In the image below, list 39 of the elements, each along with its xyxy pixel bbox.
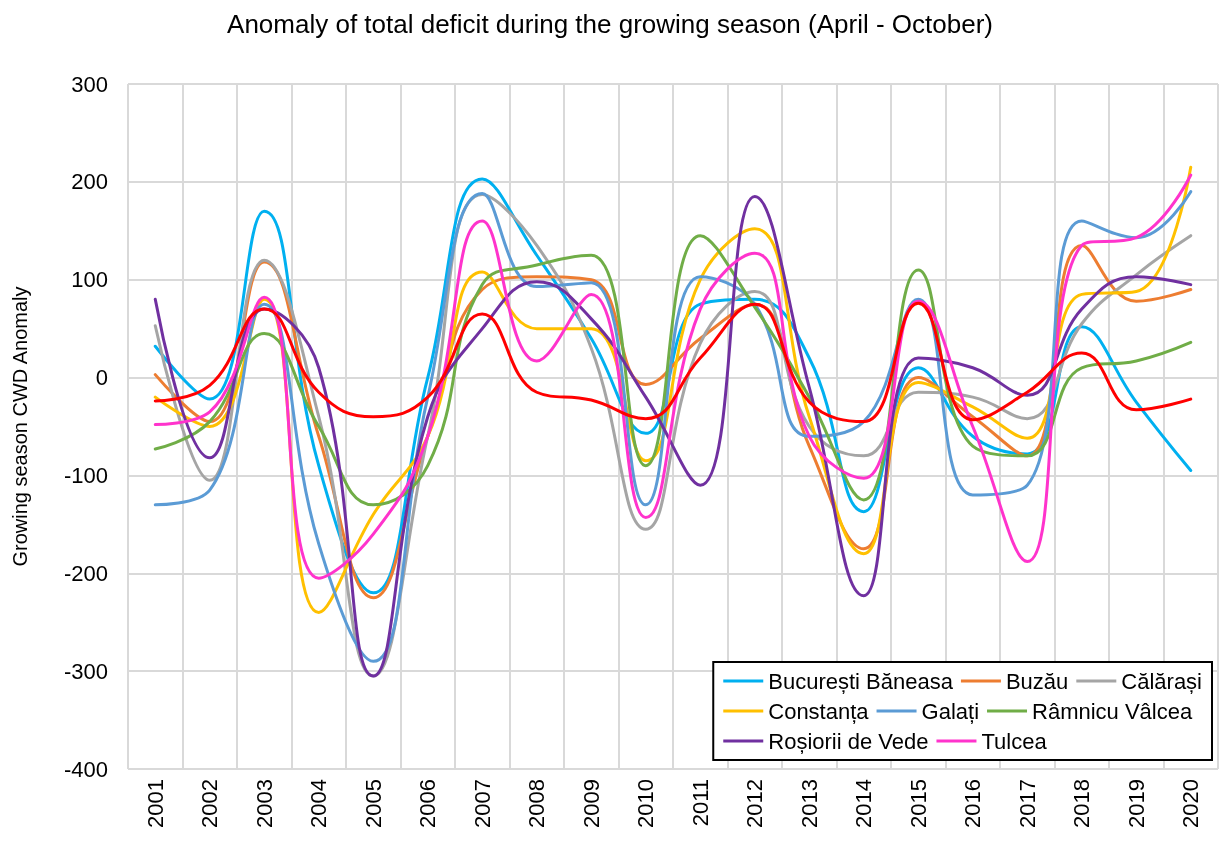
chart-title: Anomaly of total deficit during the growing season (April - October): [227, 9, 993, 39]
x-tick-label: 2010: [633, 779, 659, 828]
x-tick-label: 2011: [687, 779, 713, 827]
y-axis-title: Growing season CWD Anomaly: [9, 286, 31, 567]
legend-label: București Băneasa: [768, 668, 954, 694]
x-tick-label: 2009: [578, 779, 604, 828]
y-tick-label: -200: [63, 560, 108, 586]
legend-label: Tulcea: [981, 728, 1048, 754]
legend-label: Râmnicu Vâlcea: [1032, 698, 1193, 724]
x-tick-label: 2004: [306, 779, 332, 828]
x-tick-label: 2001: [142, 779, 168, 828]
x-tick-label: 2006: [415, 779, 441, 828]
x-tick-label: 2002: [197, 779, 223, 828]
legend-label: Roșiorii de Vede: [768, 728, 929, 754]
legend-label: Galați: [921, 698, 980, 724]
y-tick-label: -300: [63, 658, 108, 684]
x-tick-label: 2015: [905, 779, 931, 828]
y-tick-label: 0: [95, 365, 108, 391]
y-tick-label: -400: [63, 756, 108, 782]
y-tick-label: 200: [71, 169, 108, 195]
x-tick-label: 2019: [1123, 779, 1149, 828]
x-tick-label: 2014: [851, 779, 877, 828]
x-tick-label: 2007: [469, 779, 495, 828]
legend-label: Buzău: [1005, 668, 1069, 694]
x-tick-label: 2013: [796, 779, 822, 828]
y-tick-label: -100: [63, 462, 108, 488]
legend-label: Călărași: [1121, 668, 1203, 694]
x-tick-label: 2003: [251, 779, 277, 828]
x-tick-label: 2016: [960, 779, 986, 828]
x-tick-label: 2020: [1178, 779, 1204, 828]
y-tick-label: 300: [71, 71, 108, 97]
x-tick-label: 2018: [1069, 779, 1095, 828]
line-series: [153, 301, 1193, 424]
x-tick-label: 2017: [1014, 779, 1040, 828]
x-tick-label: 2005: [360, 779, 386, 828]
legend-label: Constanța: [768, 698, 870, 724]
x-tick-label: 2008: [524, 779, 550, 828]
y-tick-label: 100: [71, 267, 108, 293]
x-tick-label: 2012: [742, 779, 768, 828]
